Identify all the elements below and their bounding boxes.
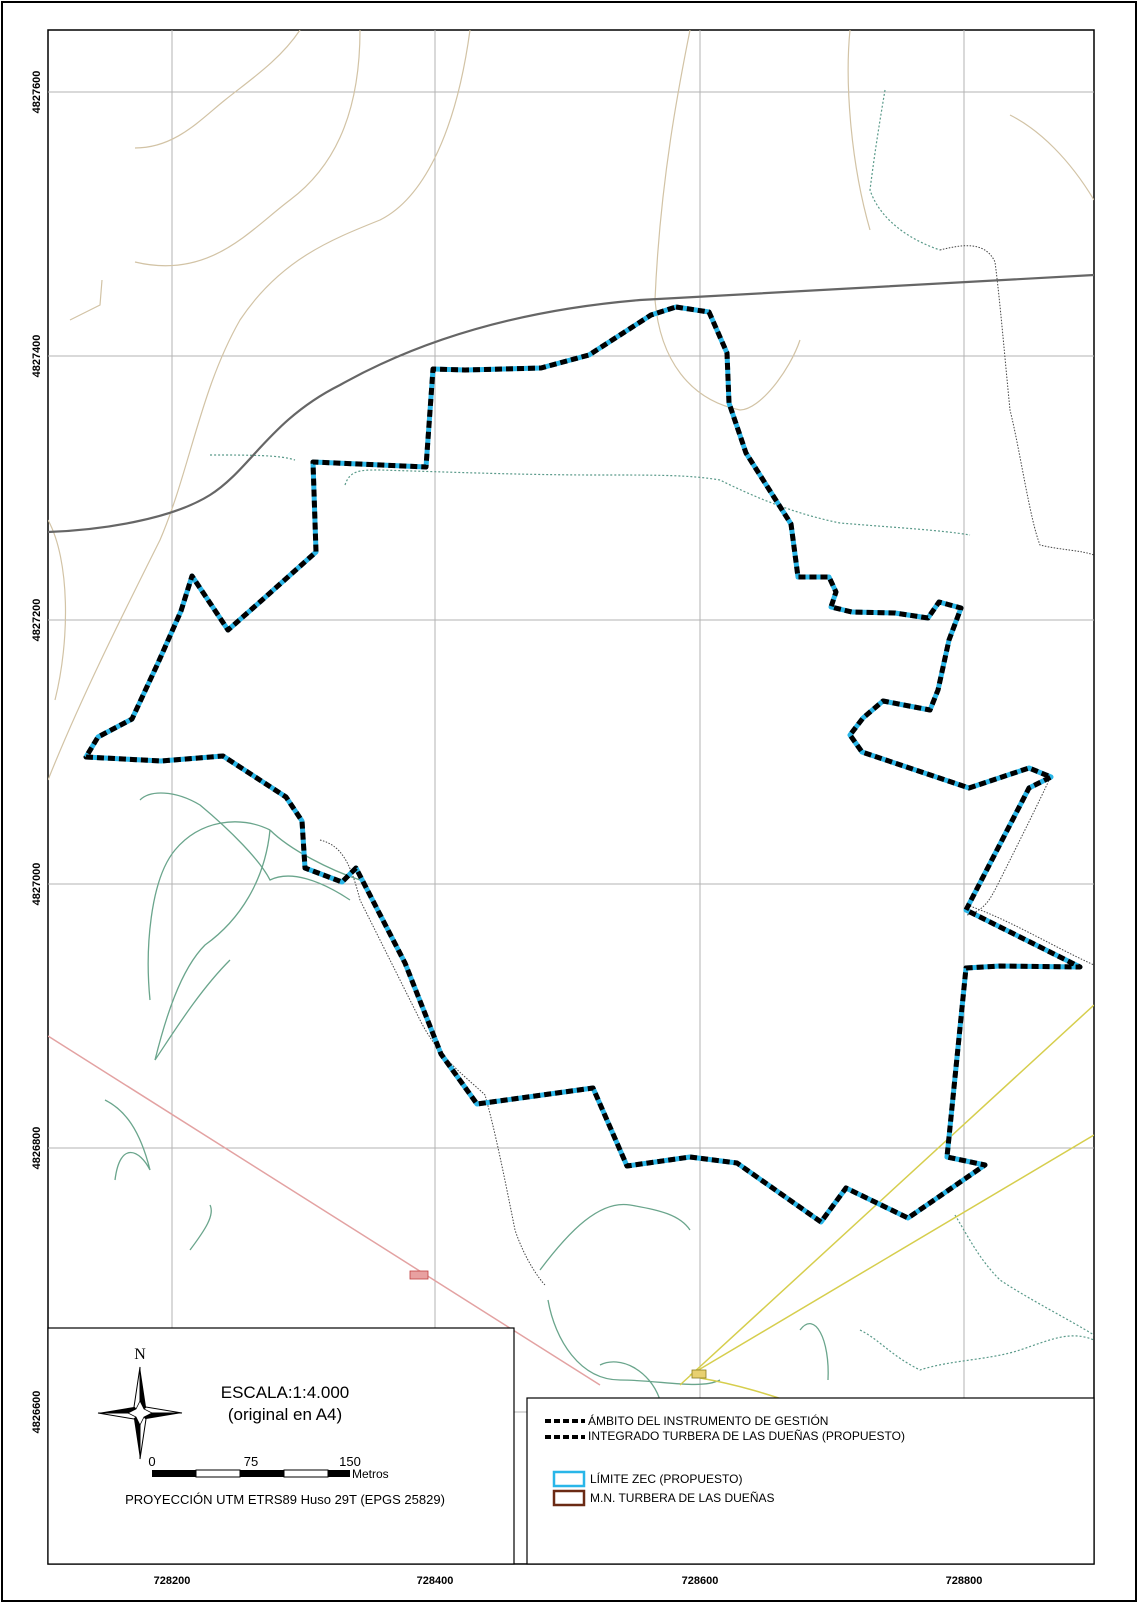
- x-axis-labels: 728200 728400 728600 728800: [154, 1575, 983, 1587]
- highway: [48, 273, 1094, 534]
- legend-symbol-dashed: [545, 1419, 585, 1439]
- contour-lines: [48, 30, 1094, 781]
- y-tick-label: 4827400: [31, 335, 43, 378]
- scale-box: N ESCALA:1:4.000 (original en A4) 0 75 1…: [47, 1327, 515, 1565]
- management-boundary-dashed: [83, 304, 1083, 1225]
- y-tick-label: 4826600: [31, 1391, 43, 1434]
- power-marker: [691, 1369, 707, 1379]
- boundary-group: [83, 304, 1083, 1225]
- north-label: N: [134, 1346, 146, 1363]
- legend-label: LÍMITE ZEC (PROPUESTO): [590, 1471, 742, 1486]
- legend-symbol-mn: [552, 1489, 586, 1507]
- legend-box: ÁMBITO DEL INSTRUMENTO DE GESTIÓN INTEGR…: [526, 1397, 1095, 1565]
- x-tick-label: 728200: [154, 1575, 191, 1587]
- scale-bar: [152, 1469, 350, 1478]
- scale-bar-label: 0: [148, 1454, 155, 1469]
- projection-label: PROYECCIÓN UTM ETRS89 Huso 29T (EPGS 258…: [125, 1492, 445, 1507]
- legend-label: INTEGRADO TURBERA DE LAS DUEÑAS (PROPUES…: [588, 1429, 905, 1443]
- north-arrow-icon: [97, 1366, 183, 1460]
- scale-title: ESCALA:1:4.000: [221, 1383, 350, 1402]
- legend-label: ÁMBITO DEL INSTRUMENTO DE GESTIÓN: [588, 1413, 828, 1428]
- y-tick-label: 4827200: [31, 599, 43, 642]
- scale-unit: Metros: [352, 1467, 389, 1481]
- tracks: [209, 89, 1094, 1371]
- scale-bar-label: 150: [339, 1454, 361, 1469]
- scale-subtitle: (original en A4): [228, 1405, 342, 1424]
- road-marker: [409, 1270, 429, 1280]
- x-tick-label: 728800: [946, 1575, 983, 1587]
- x-tick-label: 728600: [682, 1575, 719, 1587]
- y-tick-label: 4827600: [31, 71, 43, 114]
- y-tick-label: 4826800: [31, 1127, 43, 1170]
- legend-label: M.N. TURBERA DE LAS DUEÑAS: [590, 1491, 775, 1505]
- y-axis-labels: 4827600 4827400 4827200 4827000 4826800 …: [31, 71, 43, 1434]
- national-road: [48, 1035, 601, 1386]
- y-tick-label: 4827000: [31, 863, 43, 906]
- legend-symbol-zec: [552, 1470, 586, 1488]
- x-tick-label: 728400: [417, 1575, 454, 1587]
- tracks-dark: [319, 245, 1094, 1286]
- scale-bar-label: 75: [244, 1454, 258, 1469]
